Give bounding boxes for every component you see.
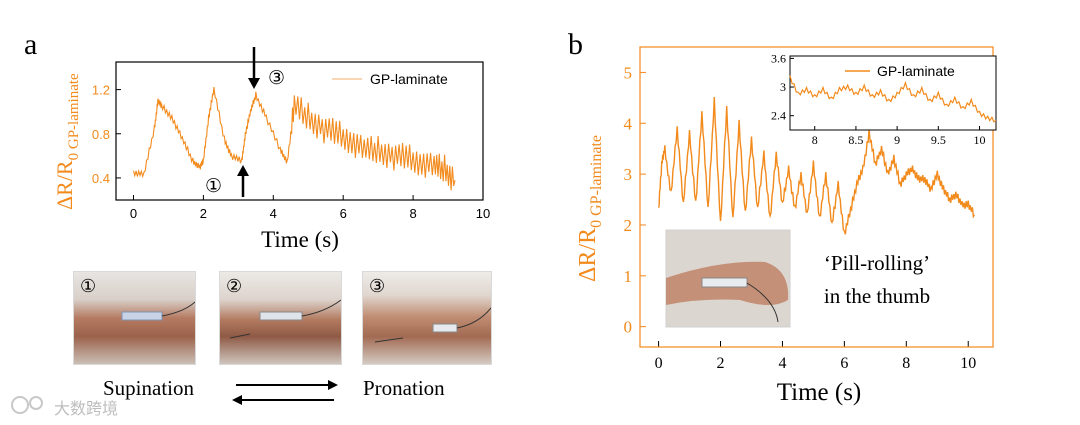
chart-a-xtick-label: 0 [130, 206, 137, 221]
chart-b-inset-xtick-label: 10 [974, 133, 986, 147]
chart-a-xtick-label: 4 [270, 206, 277, 221]
pill-rolling-caption-line2: in the thumb [824, 284, 930, 308]
chart-a-xtick-label: 8 [409, 206, 416, 221]
chart-b-frame [639, 46, 994, 348]
chart-b-inset-xtick-label: 8.5 [848, 133, 863, 147]
chart-a-xtick-label: 10 [476, 206, 490, 221]
chart-a-legend-label: GP-laminate [370, 71, 448, 87]
chart-b-ytick-label: 0 [624, 318, 633, 337]
marker-1: ① [205, 176, 222, 197]
chart-b-ytick-label: 1 [624, 267, 633, 286]
photo-label-2: ② [226, 276, 243, 296]
chart-b-ticks: 0 2 4 6 8 10 0 1 2 3 4 5 [624, 63, 977, 372]
photo-pill-rolling-sensor [701, 277, 748, 288]
chart-b-xtick-label: 2 [717, 355, 725, 372]
chart-a-ytick-label: 1.2 [92, 83, 110, 98]
chart-b-legend-label: GP-laminate [877, 63, 955, 79]
chart-b-ytick-label: 4 [624, 114, 633, 133]
chart-b-xtick-label: 4 [778, 355, 786, 372]
chart-b-xlabel: Time (s) [777, 379, 862, 406]
chart-a-ylabel: ΔR/R0 GP-laminate [52, 73, 82, 210]
chart-b-xtick-label: 0 [655, 355, 663, 372]
chart-b-inset-xtick-label: 8 [812, 133, 818, 147]
chart-a-xtick-label: 2 [200, 206, 207, 221]
chart-a-ytick-label: 0.8 [92, 127, 110, 142]
photo-intermediate: ② [219, 271, 342, 365]
chart-a-frame [115, 61, 484, 201]
photo-supination: ① [73, 271, 196, 365]
chart-a-ticks: 0 2 4 6 8 10 0.4 0.8 1.2 [92, 83, 490, 221]
panel-letter-b: b [568, 28, 583, 61]
chart-b-inset-ticks: 8 8.5 9 9.5 10 2.4 3 3.6 [771, 51, 986, 147]
chart-a: 0 2 4 6 8 10 0.4 0.8 1.2 ΔR/R0 GP-laminate Time … [52, 47, 490, 252]
photo-label-1: ① [80, 276, 97, 296]
chart-a-ytick-label: 0.4 [92, 171, 110, 186]
label-pronation: Pronation [363, 376, 445, 400]
chart-b-ytick-label: 2 [624, 216, 633, 235]
pill-rolling-caption-line1: ‘Pill-rolling’ [824, 251, 930, 275]
chart-b-xtick-label: 8 [902, 355, 910, 372]
chart-a-xlabel: Time (s) [261, 227, 339, 252]
marker-3: ③ [268, 68, 285, 89]
chart-b-inset-ytick-label: 3 [780, 80, 786, 94]
arrow-up-icon [237, 165, 249, 176]
chart-b-xtick-label: 10 [960, 355, 976, 372]
photo-pronation: ③ [362, 271, 492, 365]
chart-b-ylabel: ΔR/R0 GP-laminate [575, 135, 605, 282]
chart-b-series-gp-laminate [657, 96, 976, 235]
watermark-logo-icon [11, 396, 43, 414]
chart-b-inset-series [789, 75, 997, 123]
chart-b-inset-ytick-label: 3.6 [771, 51, 786, 65]
chart-b-series [657, 96, 976, 235]
chart-b-inset-xtick-label: 9.5 [931, 133, 946, 147]
chart-a-series [132, 87, 456, 191]
watermark-text: 大数跨境 [54, 401, 119, 418]
panel-letter-a: a [24, 28, 38, 61]
chart-b-xtick-label: 6 [840, 355, 848, 372]
chart-b-inset-series [789, 75, 997, 123]
reversible-arrows-icon [232, 380, 338, 405]
chart-b-ytick-label: 5 [624, 63, 633, 82]
chart-b: 0 2 4 6 8 10 0 1 2 3 4 5 ΔR/R0 GP-laminate Time (s)… [575, 46, 997, 406]
arrow-down-icon [248, 78, 260, 89]
label-supination: Supination [103, 376, 195, 400]
chart-a-series-gp-laminate [132, 87, 456, 191]
chart-b-inset-ytick-label: 2.4 [771, 109, 786, 123]
chart-b-ytick-label: 3 [624, 165, 633, 184]
chart-a-xtick-label: 6 [340, 206, 347, 221]
photo-label-3: ③ [369, 276, 386, 296]
photo-pill-rolling-wire [746, 282, 779, 323]
chart-b-inset-xtick-label: 9 [894, 133, 900, 147]
